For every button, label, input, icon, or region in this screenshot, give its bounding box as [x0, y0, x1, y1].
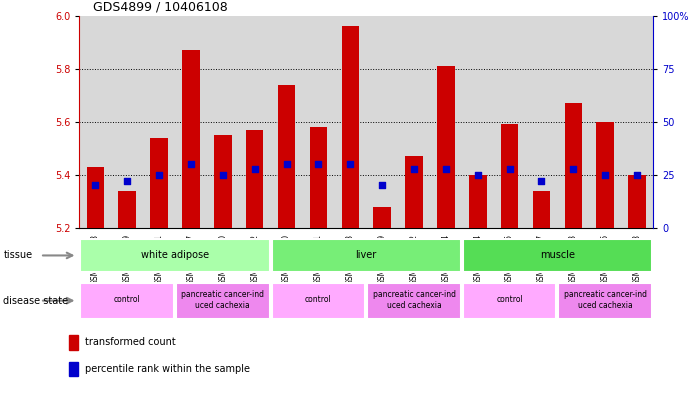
Point — [122, 178, 133, 184]
Bar — [80, 239, 269, 272]
Bar — [596, 122, 614, 228]
Bar — [278, 85, 295, 228]
Text: percentile rank within the sample: percentile rank within the sample — [84, 364, 249, 374]
Point — [377, 182, 388, 189]
Text: muscle: muscle — [540, 250, 575, 260]
Point — [90, 182, 101, 189]
Point — [408, 165, 419, 172]
Text: tissue: tissue — [3, 250, 32, 261]
Point — [281, 161, 292, 167]
Text: pancreatic cancer-ind
uced cachexia: pancreatic cancer-ind uced cachexia — [564, 290, 647, 310]
Text: control: control — [305, 296, 332, 304]
Bar — [463, 239, 652, 272]
Text: white adipose: white adipose — [141, 250, 209, 260]
Bar — [86, 167, 104, 228]
Text: pancreatic cancer-ind
uced cachexia: pancreatic cancer-ind uced cachexia — [372, 290, 455, 310]
Text: GDS4899 / 10406108: GDS4899 / 10406108 — [93, 1, 228, 14]
Bar — [373, 207, 391, 228]
Bar — [405, 156, 423, 228]
Bar — [501, 125, 518, 228]
Bar — [367, 283, 461, 319]
Text: pancreatic cancer-ind
uced cachexia: pancreatic cancer-ind uced cachexia — [181, 290, 265, 310]
Point — [440, 165, 451, 172]
Bar — [151, 138, 168, 228]
Bar — [69, 362, 77, 376]
Point — [313, 161, 324, 167]
Text: liver: liver — [356, 250, 377, 260]
Text: transformed count: transformed count — [84, 337, 176, 347]
Bar — [272, 239, 461, 272]
Point — [600, 172, 611, 178]
Point — [536, 178, 547, 184]
Point — [568, 165, 579, 172]
Bar — [118, 191, 136, 228]
Text: control: control — [114, 296, 141, 304]
Text: control: control — [496, 296, 523, 304]
Bar — [628, 175, 646, 228]
Bar — [341, 26, 359, 228]
Point — [504, 165, 515, 172]
Bar — [182, 50, 200, 228]
Point — [345, 161, 356, 167]
Point — [249, 165, 261, 172]
Bar — [69, 335, 77, 349]
Point — [632, 172, 643, 178]
Bar — [463, 283, 556, 319]
Text: disease state: disease state — [3, 296, 68, 306]
Bar — [214, 135, 231, 228]
Bar — [533, 191, 550, 228]
Bar — [310, 127, 328, 228]
Point — [185, 161, 196, 167]
Bar — [272, 283, 366, 319]
Bar — [176, 283, 269, 319]
Bar — [246, 130, 263, 228]
Bar — [437, 66, 455, 228]
Point — [217, 172, 228, 178]
Bar — [565, 103, 582, 228]
Point — [153, 172, 164, 178]
Bar — [80, 283, 174, 319]
Point — [472, 172, 483, 178]
Bar — [558, 283, 652, 319]
Bar — [469, 175, 486, 228]
